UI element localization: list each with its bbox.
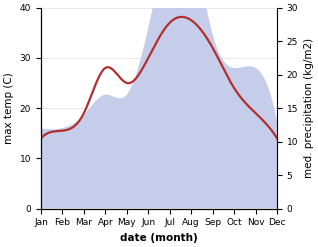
Y-axis label: max temp (C): max temp (C) — [4, 72, 14, 144]
X-axis label: date (month): date (month) — [120, 233, 198, 243]
Y-axis label: med. precipitation (kg/m2): med. precipitation (kg/m2) — [304, 38, 314, 178]
